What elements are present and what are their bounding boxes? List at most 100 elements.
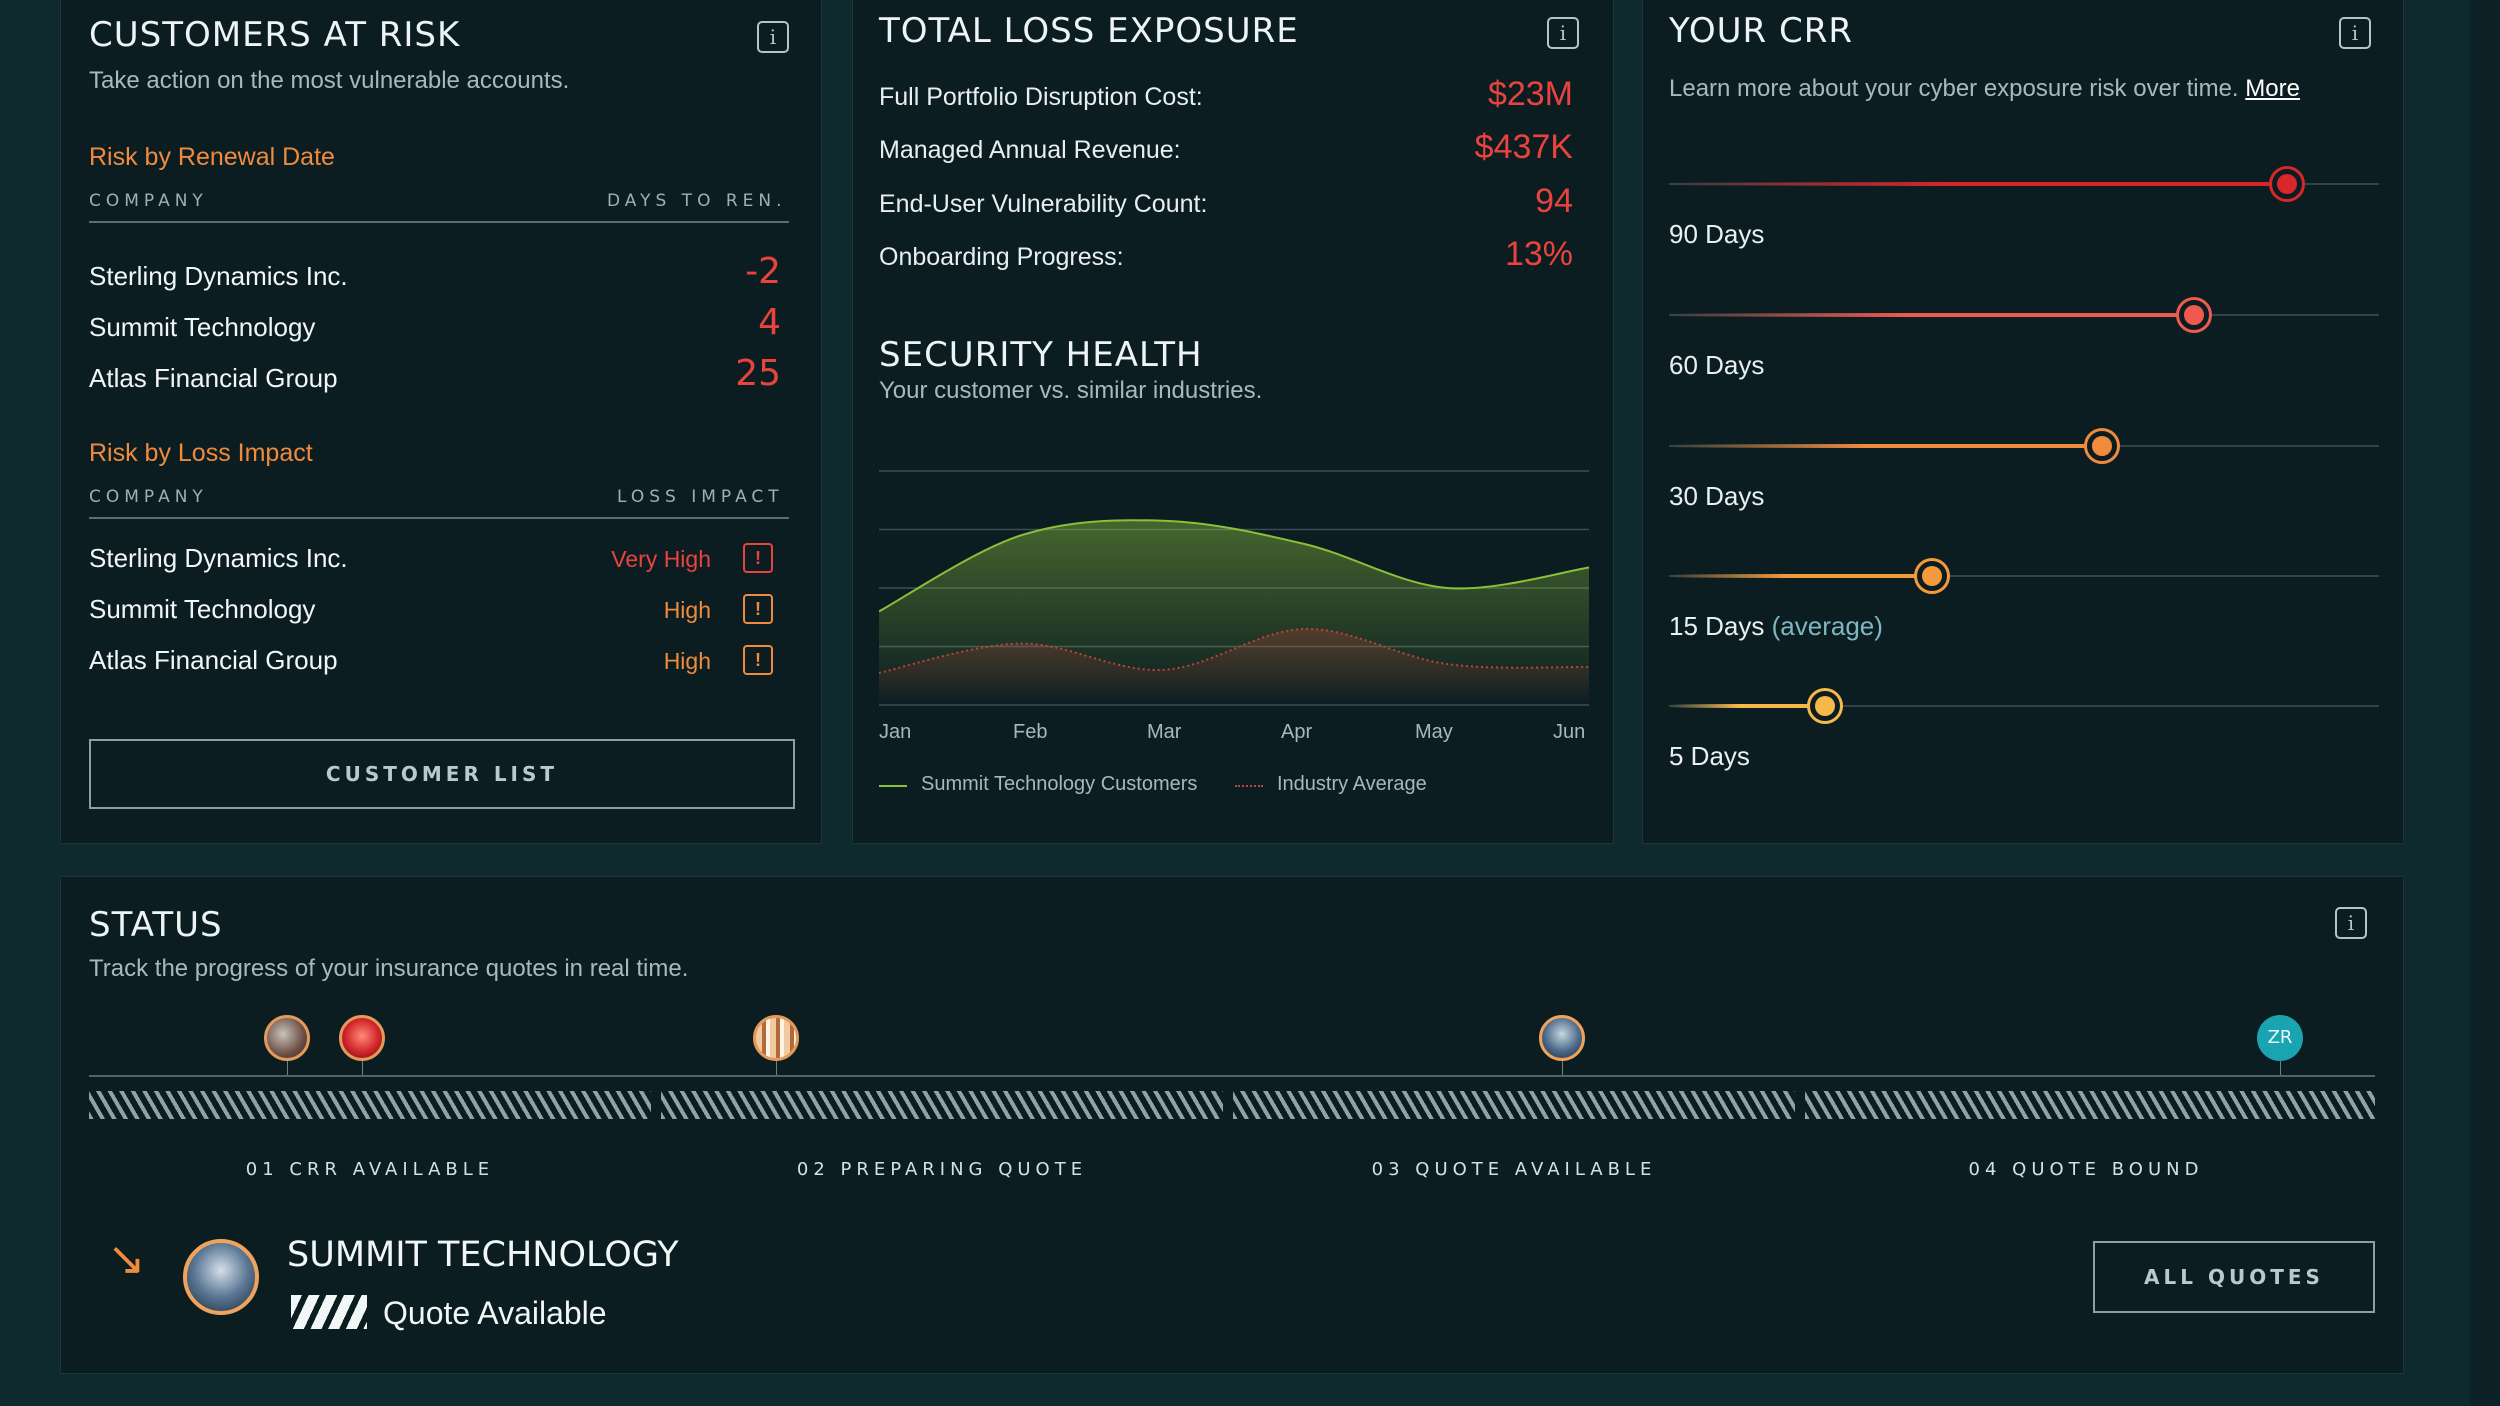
warning-icon: ! xyxy=(743,645,773,675)
customer-list-button[interactable]: CUSTOMER LIST xyxy=(89,739,795,809)
legend-swatch-customers xyxy=(879,785,907,787)
crr-average-tag: (average) xyxy=(1771,611,1883,641)
impact-level: High xyxy=(663,648,711,674)
impact-row-company[interactable]: Sterling Dynamics Inc. xyxy=(89,543,348,573)
info-icon[interactable]: i xyxy=(757,21,789,53)
customer-avatar[interactable] xyxy=(339,1015,385,1061)
x-tick-label: Apr xyxy=(1281,721,1313,743)
stage-label: 03 QUOTE AVAILABLE xyxy=(1371,1159,1657,1180)
crr-slider-knob-dot xyxy=(2184,305,2205,325)
arrow-down-right-icon: ↘ xyxy=(107,1231,146,1285)
info-icon[interactable]: i xyxy=(2339,17,2371,49)
renewal-row-days: -2 xyxy=(745,251,781,292)
selected-company-status: Quote Available xyxy=(383,1295,607,1331)
metric-value: $23M xyxy=(1487,75,1573,113)
customer-avatar[interactable] xyxy=(1539,1015,1585,1061)
crr-slider-fill xyxy=(1669,182,2287,186)
progress-segment xyxy=(1233,1091,1795,1119)
metric-value: $437K xyxy=(1474,128,1573,166)
total-loss-exposure-card: TOTAL LOSS EXPOSURE i Full Portfolio Dis… xyxy=(852,0,1614,844)
impact-row-company[interactable]: Atlas Financial Group xyxy=(89,645,338,675)
crr-slider-knob[interactable] xyxy=(2176,297,2213,333)
security-health-chart xyxy=(879,470,1589,706)
crr-slider-knob-dot xyxy=(2276,174,2297,194)
customer-avatar[interactable] xyxy=(264,1015,310,1061)
timeline-stem xyxy=(776,1061,777,1075)
series-line xyxy=(879,627,1589,674)
customers-at-risk-title: CUSTOMERS AT RISK xyxy=(89,15,461,55)
zr-avatar[interactable]: ZR xyxy=(2257,1015,2303,1061)
x-tick-label: Jun xyxy=(1553,721,1586,743)
crr-slider-fill xyxy=(1669,574,1932,578)
crr-slider-knob-dot xyxy=(1815,696,1836,716)
metric-label: End-User Vulnerability Count: xyxy=(879,190,1208,218)
crr-slider-knob[interactable] xyxy=(1807,688,1844,724)
timeline-stem xyxy=(1562,1061,1563,1075)
metric-label: Full Portfolio Disruption Cost: xyxy=(879,83,1203,111)
risk-by-loss-impact-heading: Risk by Loss Impact xyxy=(89,439,313,467)
selected-customer-avatar[interactable] xyxy=(183,1239,259,1315)
customers-at-risk-card: CUSTOMERS AT RISK i Take action on the m… xyxy=(60,0,822,844)
your-crr-subtitle-text: Learn more about your cyber exposure ris… xyxy=(1669,75,2239,102)
crr-row-label: 15 Days (average) xyxy=(1669,611,1883,642)
renewal-row-days: 25 xyxy=(735,353,781,394)
crr-row-label: 90 Days xyxy=(1669,219,1765,249)
warning-icon: ! xyxy=(743,594,773,624)
customer-avatar[interactable] xyxy=(753,1015,799,1061)
legend-label: Industry Average xyxy=(1277,773,1427,795)
crr-slider-knob[interactable] xyxy=(2084,428,2121,464)
status-subtitle: Track the progress of your insurance quo… xyxy=(89,955,689,982)
your-crr-subtitle: Learn more about your cyber exposure ris… xyxy=(1669,75,2300,103)
metric-label: Onboarding Progress: xyxy=(879,243,1124,271)
customers-at-risk-subtitle: Take action on the most vulnerable accou… xyxy=(89,67,570,94)
crr-slider-knob[interactable] xyxy=(1913,558,1950,594)
status-card: STATUS i Track the progress of your insu… xyxy=(60,876,2404,1374)
legend-swatch-industry xyxy=(1235,785,1263,787)
progress-segment xyxy=(661,1091,1223,1119)
crr-row-label: 30 Days xyxy=(1669,481,1765,511)
x-tick-label: May xyxy=(1415,721,1453,743)
crr-row-label: 60 Days xyxy=(1669,350,1765,380)
renewal-row-company[interactable]: Sterling Dynamics Inc. xyxy=(89,261,348,291)
all-quotes-button[interactable]: ALL QUOTES xyxy=(2093,1241,2375,1313)
crr-row-label: 5 Days xyxy=(1669,741,1750,771)
x-tick-label: Feb xyxy=(1013,721,1048,743)
impact-divider xyxy=(89,517,789,519)
crr-slider-track xyxy=(1669,575,2379,577)
info-icon[interactable]: i xyxy=(2335,907,2367,939)
info-icon[interactable]: i xyxy=(1547,17,1579,49)
metric-value: 13% xyxy=(1504,235,1573,273)
right-edge-strip xyxy=(2470,0,2500,1406)
impact-level: High xyxy=(663,597,711,623)
series-line xyxy=(879,519,1589,613)
impact-level: Very High xyxy=(611,546,711,572)
warning-icon: ! xyxy=(743,543,773,573)
metric-label: Managed Annual Revenue: xyxy=(879,136,1181,164)
crr-slider-fill xyxy=(1669,704,1826,708)
renewal-row-company[interactable]: Summit Technology xyxy=(89,312,316,342)
renewal-row-company[interactable]: Atlas Financial Group xyxy=(89,363,338,393)
crr-slider-fill xyxy=(1669,313,2195,317)
total-loss-exposure-title: TOTAL LOSS EXPOSURE xyxy=(879,11,1299,51)
timeline-stem xyxy=(287,1061,288,1075)
progress-segment xyxy=(89,1091,651,1119)
crr-slider-knob[interactable] xyxy=(2268,166,2305,202)
stage-label: 01 CRR AVAILABLE xyxy=(245,1159,495,1180)
x-tick-label: Mar xyxy=(1147,721,1182,743)
security-health-subtitle: Your customer vs. similar industries. xyxy=(879,377,1263,404)
impact-row-company[interactable]: Summit Technology xyxy=(89,594,316,624)
more-link[interactable]: More xyxy=(2245,75,2300,102)
x-tick-label: Jan xyxy=(879,721,912,743)
stage-label: 04 QUOTE BOUND xyxy=(1968,1159,2204,1180)
your-crr-title: YOUR CRR xyxy=(1669,11,1853,51)
metric-value: 94 xyxy=(1535,182,1573,220)
selected-company-name[interactable]: SUMMIT TECHNOLOGY xyxy=(287,1235,679,1275)
crr-slider-knob-dot xyxy=(2092,436,2113,456)
security-health-title: SECURITY HEALTH xyxy=(879,335,1203,375)
column-days-to-renewal: DAYS TO REN. xyxy=(607,191,787,211)
quote-status-icon xyxy=(291,1295,367,1329)
crr-slider-knob-dot xyxy=(1921,566,1942,586)
timeline-line xyxy=(89,1075,2375,1077)
your-crr-card: YOUR CRR i Learn more about your cyber e… xyxy=(1642,0,2404,844)
risk-by-renewal-heading: Risk by Renewal Date xyxy=(89,143,335,171)
